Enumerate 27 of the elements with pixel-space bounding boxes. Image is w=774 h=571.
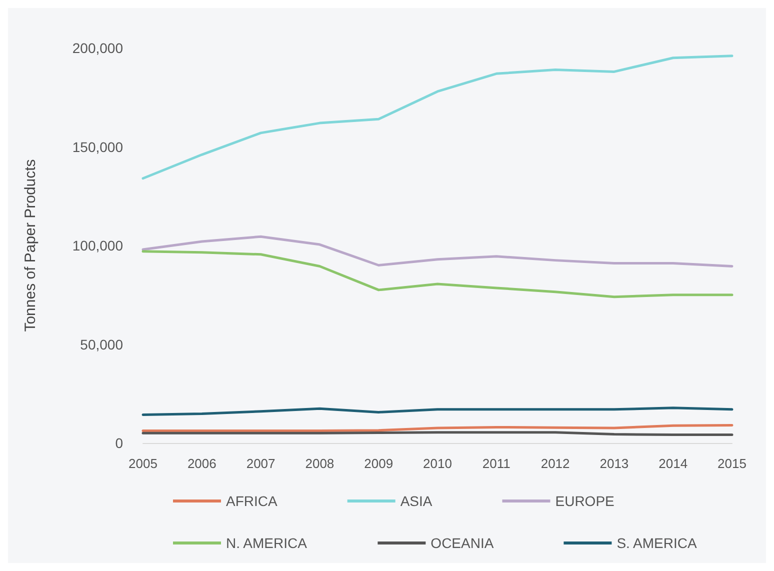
y-tick-label: 200,000 <box>72 40 124 56</box>
line-series <box>142 54 734 180</box>
legend-label: OCEANIA <box>430 535 494 551</box>
y-tick-label: 150,000 <box>72 138 124 155</box>
x-tick-label: 2014 <box>658 456 688 471</box>
x-tick-label: 2010 <box>423 456 452 471</box>
legend-label: ASIA <box>400 493 433 509</box>
y-tick-label: 0 <box>115 435 124 451</box>
line-series <box>142 235 734 268</box>
line-series <box>142 250 734 298</box>
x-tick-label: 2009 <box>364 456 394 471</box>
legend-label: AFRICA <box>226 493 278 509</box>
x-tick-label: 2013 <box>600 456 629 471</box>
y-tick-label: 50,000 <box>80 336 124 352</box>
x-tick-label: 2005 <box>128 456 158 471</box>
line-series <box>142 406 734 416</box>
x-tick-label: 2008 <box>305 456 334 471</box>
legend-label: N. AMERICA <box>226 535 308 551</box>
x-tick-label: 2006 <box>187 456 216 471</box>
x-tick-label: 2012 <box>540 456 570 471</box>
x-tick-label: 2015 <box>718 456 746 471</box>
y-axis-title: Tonnes of Paper Products <box>22 159 39 332</box>
y-tick-label: 100,000 <box>72 238 124 254</box>
legend-label: EUROPE <box>555 493 614 509</box>
legend-label: S. AMERICA <box>616 535 698 551</box>
x-tick-label: 2007 <box>246 456 276 471</box>
x-tick-label: 2011 <box>482 456 510 471</box>
